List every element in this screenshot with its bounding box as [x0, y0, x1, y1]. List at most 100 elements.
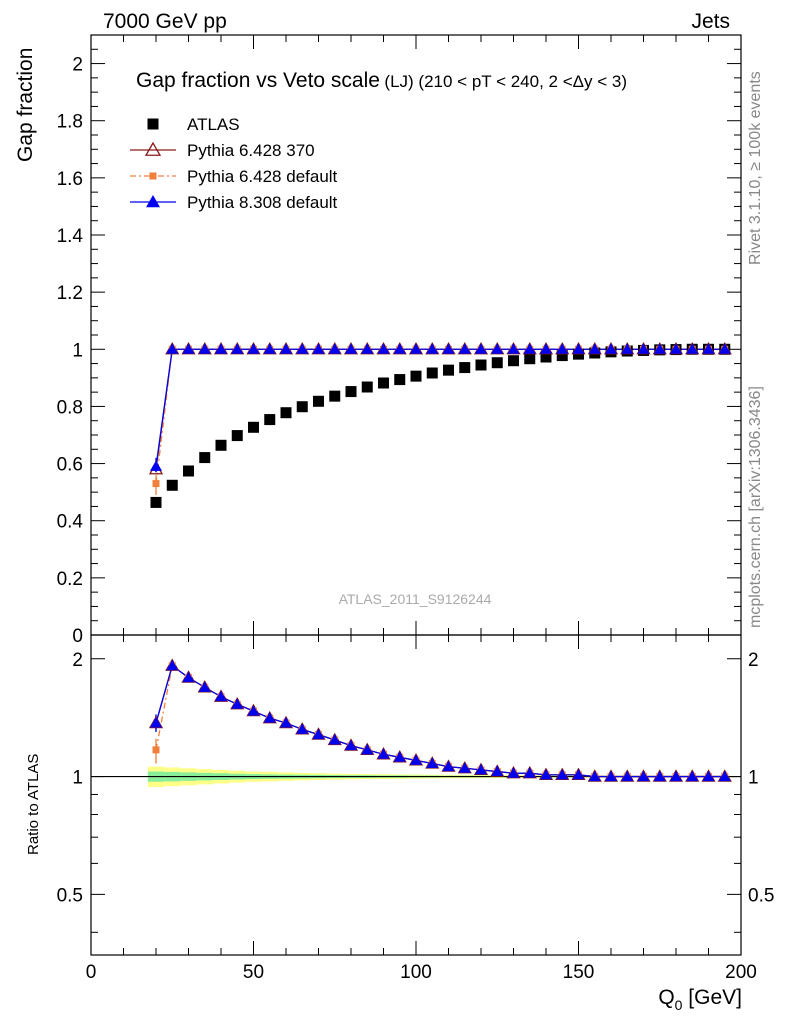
- ratio-data-point: [166, 659, 179, 671]
- main-data-point: [507, 343, 520, 354]
- x-axis: 0 50 100 150 200: [86, 635, 757, 983]
- main-title: Gap fraction vs Veto scale (LJ) (210 < p…: [136, 69, 627, 92]
- main-data-point: [280, 343, 292, 354]
- main-data-point: [280, 407, 292, 419]
- main-data-point: [345, 386, 357, 398]
- x-tick-label: 0: [86, 962, 97, 983]
- ratio-data-point: [588, 770, 601, 782]
- legend-marker: [146, 195, 160, 208]
- legend-label: Pythia 6.428 default: [187, 167, 338, 186]
- ratio-data-point: [393, 751, 406, 762]
- main-data-point: [540, 343, 552, 354]
- main-data-point: [540, 351, 552, 363]
- ratio-data-point: [507, 767, 520, 778]
- main-data-point: [410, 370, 422, 382]
- ratio-y-tick-label-right: 2: [748, 650, 759, 671]
- main-data-point: [410, 343, 422, 354]
- main-data-point: [491, 343, 504, 354]
- ratio-data-point: [540, 768, 552, 780]
- ratio-y-tick-label: 1: [72, 768, 83, 789]
- ratio-data-point: [426, 757, 439, 768]
- main-data-point: [524, 353, 536, 365]
- legend-marker: [147, 118, 159, 130]
- main-data-point: [198, 343, 211, 354]
- ratio-y-tick-label: 0.5: [57, 885, 83, 906]
- main-y-tick-label: 1.8: [57, 112, 83, 133]
- main-data-point: [199, 452, 211, 464]
- legend-marker: [149, 172, 157, 180]
- main-data-point: [653, 343, 666, 354]
- main-data-point: [296, 401, 308, 413]
- main-data-point: [491, 357, 503, 369]
- main-data-point: [329, 390, 341, 402]
- ratio-data-point: [280, 717, 292, 728]
- main-data-point: [475, 359, 487, 371]
- ratio-data-point: [702, 770, 715, 782]
- ratio-panel-frame: [90, 634, 742, 956]
- main-data-point: [247, 343, 260, 354]
- ratio-data-point: [215, 690, 227, 702]
- main-data-point: [718, 343, 731, 354]
- ratio-data-point: [312, 728, 325, 740]
- main-data-point: [183, 465, 194, 477]
- x-tick-label: 100: [400, 962, 432, 983]
- main-data-point: [152, 480, 160, 488]
- header-left: 7000 GeV pp: [103, 10, 227, 33]
- main-data-point: [393, 343, 406, 354]
- main-data-point: [523, 343, 536, 354]
- header-right: Jets: [691, 10, 730, 33]
- main-y-tick-label: 1.4: [57, 226, 84, 247]
- main-y-tick-label: 0: [72, 626, 83, 647]
- main-data-point: [361, 381, 373, 393]
- main-data-point: [182, 343, 195, 354]
- main-data-point: [377, 343, 390, 354]
- ratio-y-tick-label: 2: [72, 650, 83, 671]
- x-axis-label-q: Q: [658, 986, 674, 1009]
- main-data-point: [150, 460, 162, 471]
- ratio-data-point: [442, 760, 455, 772]
- main-series: [148, 341, 732, 508]
- ratio-data-point: [152, 746, 160, 754]
- ratio-data-point: [150, 717, 162, 728]
- main-y-tick-label: 2: [72, 55, 83, 76]
- ratio-data-point: [361, 743, 374, 755]
- main-series-line: [155, 348, 725, 467]
- ratio-series-line: [155, 664, 725, 778]
- ratio-data-point: [182, 671, 195, 683]
- legend-label: ATLAS: [187, 115, 240, 134]
- main-data-point: [312, 343, 325, 354]
- main-data-point: [166, 479, 178, 491]
- ratio-data-point: [263, 712, 276, 723]
- ratio-y-tick-label-right: 0.5: [748, 885, 774, 906]
- main-data-point: [475, 343, 487, 354]
- main-data-point: [702, 343, 715, 354]
- main-data-point: [621, 343, 634, 354]
- ratio-data-point: [670, 770, 682, 782]
- main-data-point: [572, 343, 585, 354]
- main-data-point: [263, 343, 276, 354]
- main-y-tick-label: 1.6: [57, 169, 83, 190]
- main-data-point: [361, 343, 374, 354]
- main-data-point: [313, 395, 324, 407]
- main-data-point: [231, 430, 243, 442]
- ratio-data-point: [556, 768, 569, 780]
- main-y-tick-label: 1: [72, 340, 83, 361]
- main-data-point: [556, 350, 568, 362]
- ratio-y-axis: 0.5 0.5 1 1 2 2: [57, 650, 774, 933]
- ratio-series-line: [155, 664, 725, 778]
- main-data-point: [345, 343, 357, 354]
- ratio-data-point: [296, 723, 309, 734]
- main-y-axis: 0 0.2 0.4 0.6 0.8 1 1.2 1.4 1.6 1.8 2: [57, 48, 741, 647]
- main-data-point: [215, 343, 227, 354]
- main-data-point: [605, 343, 617, 354]
- main-data-point: [264, 414, 276, 426]
- x-tick-label: 200: [725, 962, 757, 983]
- ratio-data-point: [410, 754, 422, 765]
- ratio-data-point: [605, 770, 617, 782]
- ratio-y-tick-label-right: 1: [748, 768, 759, 789]
- main-data-point: [426, 343, 439, 354]
- side-text-upper: Rivet 3.1.10, ≥ 100k events: [747, 71, 764, 265]
- main-data-point: [378, 377, 389, 389]
- main-y-tick-label: 0.2: [57, 569, 83, 590]
